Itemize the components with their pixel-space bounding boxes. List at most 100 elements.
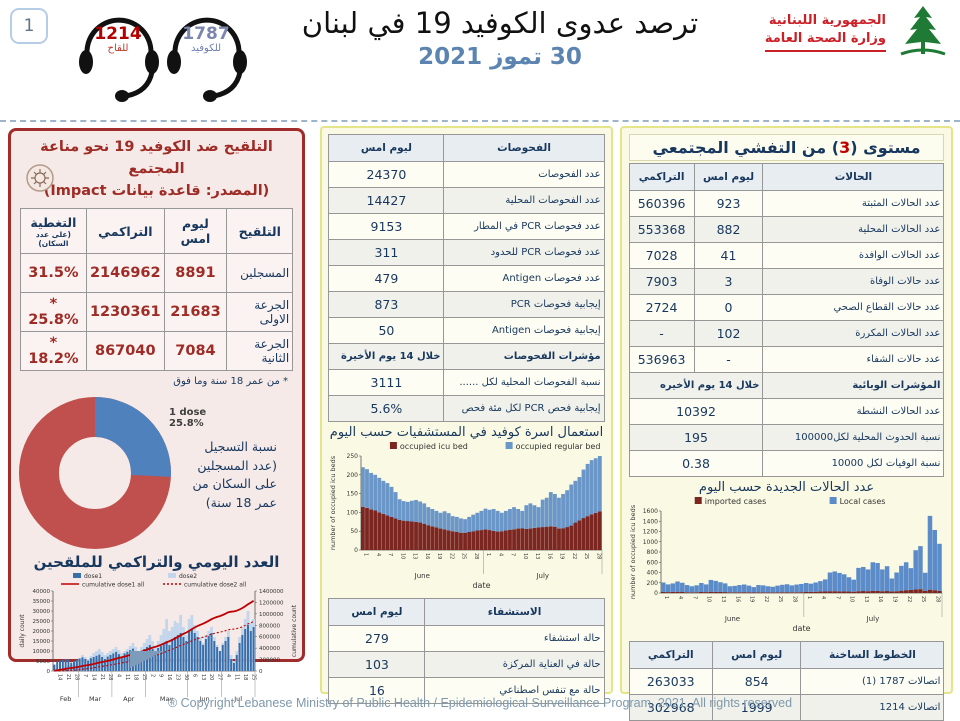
column-header: الفحوصات	[443, 134, 605, 162]
table-row: عدد الحالات الوافدة 41 7028	[628, 242, 945, 269]
svg-text:600: 600	[647, 559, 659, 566]
svg-text:2: 2	[149, 674, 155, 677]
copyright-footer: ® Copyright Lebanese Ministry of Public …	[167, 696, 793, 710]
svg-text:11: 11	[233, 674, 239, 680]
svg-text:28: 28	[791, 596, 797, 602]
table-cell: عدد حالات القطاع الصحي	[762, 294, 945, 321]
table-cell: 873	[328, 291, 445, 318]
table-row: عدد الفحوصات المحلية 14427	[328, 187, 605, 214]
svg-text:May: May	[160, 695, 174, 703]
table-row: عدد حالات القطاع الصحي 0 2724	[628, 294, 945, 321]
table-cell: 8891	[163, 253, 228, 294]
table-row: المؤشرات الوبائية خلال 14 يوم الأخيره	[628, 372, 945, 399]
page-number-box: 1	[10, 8, 48, 44]
svg-text:28: 28	[473, 553, 479, 559]
vaccination-panel: التلقيح ضد الكوفيد 19 نحو مناعة المجتمع …	[8, 128, 305, 703]
table-cell: 479	[328, 265, 445, 292]
table-cell: مؤشرات الفحوصات	[443, 343, 605, 370]
hotline-vaccine-badge: 1214 للقاح	[72, 8, 164, 104]
svg-text:28: 28	[595, 553, 601, 559]
table-row: عدد الحالات المكررة 102-	[628, 320, 945, 347]
table-cell: المسجلين	[226, 253, 294, 294]
ministry-logo: الجمهورية اللبنانية وزارة الصحة العامة	[764, 4, 954, 62]
svg-text:1400000: 1400000	[259, 589, 284, 595]
table-cell: 5.6%	[328, 395, 445, 422]
table-row: اتصالات 1214 1999 302968	[628, 694, 945, 721]
tests-table: الفحوصات ليوم امس عدد الفحوصات 24370 عدد الف…	[328, 134, 605, 422]
svg-text:600000: 600000	[259, 635, 280, 641]
table-header-row: التلقيح ليوم امس التراكمي التغطية (على عدد ا…	[19, 208, 294, 255]
table-cell: 50	[328, 317, 445, 344]
table-cell: 103	[328, 651, 426, 678]
svg-text:100: 100	[347, 509, 359, 516]
virus-icon	[26, 164, 54, 192]
table-cell: 7028	[628, 242, 695, 269]
corner-triangle-decoration	[130, 651, 164, 668]
svg-text:19: 19	[559, 553, 565, 559]
svg-text:0: 0	[259, 669, 263, 675]
table-cell: الجرعة الثانية	[226, 331, 294, 372]
svg-text:13: 13	[863, 596, 869, 602]
table-cell: المؤشرات الوبائية	[762, 372, 945, 399]
svg-text:800000: 800000	[259, 624, 280, 630]
table-row: عدد فحوصات Antigen 479	[328, 265, 605, 292]
svg-text:10000: 10000	[33, 649, 51, 655]
page-title: ترصد عدوى الكوفيد 19 في لبنان	[301, 6, 699, 40]
table-cell: 923	[693, 190, 764, 217]
svg-text:1400: 1400	[643, 518, 658, 525]
table-cell: -	[628, 320, 695, 347]
svg-text:27: 27	[217, 674, 223, 680]
svg-text:1: 1	[485, 553, 491, 556]
table-row: عدد الحالات النشطة 10392	[628, 398, 945, 425]
svg-text:June: June	[724, 615, 740, 623]
svg-text:cumulative dose2 all: cumulative dose2 all	[184, 582, 247, 589]
svg-text:date: date	[472, 581, 490, 590]
svg-text:Feb: Feb	[60, 695, 72, 703]
svg-text:4: 4	[497, 553, 503, 556]
svg-text:5000: 5000	[36, 659, 50, 665]
table-cell: 263033	[628, 668, 713, 695]
column-header: الخطوط الساخنة	[800, 641, 945, 669]
ministry-line2: وزارة الصحة العامة	[764, 30, 886, 46]
new-cases-chart: imported cases Local cases 0 200 400 600 800 10…	[629, 497, 943, 633]
vaccination-combo-chart: dose1 dose2 cumulative dose1 all cumulative…	[19, 573, 298, 703]
table-cell: 302968	[628, 694, 713, 721]
spread-level-number: 3	[839, 138, 851, 157]
column-header: التراكمي	[628, 163, 695, 191]
table-row: عدد فحوصات PCR للحدود 311	[328, 239, 605, 266]
column-header: الحالات	[762, 163, 945, 191]
svg-text:13: 13	[200, 674, 206, 680]
svg-text:200000: 200000	[259, 658, 280, 664]
svg-text:22: 22	[906, 596, 912, 602]
svg-text:7: 7	[834, 596, 840, 599]
tests-panel: الفحوصات ليوم امس عدد الفحوصات 24370 عدد الف…	[320, 126, 613, 704]
table-row: إيجابية فحوصات Antigen 50	[328, 317, 605, 344]
table-header-row: الاستشفاء ليوم امس	[328, 598, 605, 626]
hotline-covid-label: للكوفيد	[190, 43, 222, 54]
column-header: التراكمي	[628, 641, 713, 669]
table-cell: 9153	[328, 213, 445, 240]
svg-text:7: 7	[510, 553, 516, 556]
table-row: عدد حالات الوفاة 3 7903	[628, 268, 945, 295]
table-cell: 24370	[328, 161, 445, 188]
table-cell: عدد فحوصات Antigen	[443, 265, 605, 292]
table-cell: 536963	[628, 346, 695, 373]
table-cell: 21683	[163, 292, 228, 333]
table-row: إيجابية فحص PCR لكل مئة فحص 5.6%	[328, 395, 605, 422]
table-cell: 0.38	[628, 450, 764, 477]
svg-text:4: 4	[225, 674, 231, 677]
svg-text:50: 50	[350, 528, 358, 535]
svg-text:10: 10	[849, 596, 855, 602]
svg-text:20: 20	[208, 674, 214, 680]
column-header: الاستشفاء	[424, 598, 605, 626]
table-row: عدد حالات الشفاء -536963	[628, 346, 945, 373]
table-cell: 560396	[628, 190, 695, 217]
svg-text:20000: 20000	[33, 629, 51, 635]
svg-text:Local cases: Local cases	[840, 497, 886, 506]
svg-text:1600: 1600	[643, 508, 658, 515]
vaccination-table: التلقيح ليوم امس التراكمي التغطية (على عدد ا…	[19, 208, 294, 372]
svg-text:4: 4	[820, 596, 826, 599]
column-header: التغطية (على عدد السكان)	[19, 208, 87, 255]
svg-text:23: 23	[175, 674, 181, 680]
svg-text:14: 14	[57, 674, 63, 680]
